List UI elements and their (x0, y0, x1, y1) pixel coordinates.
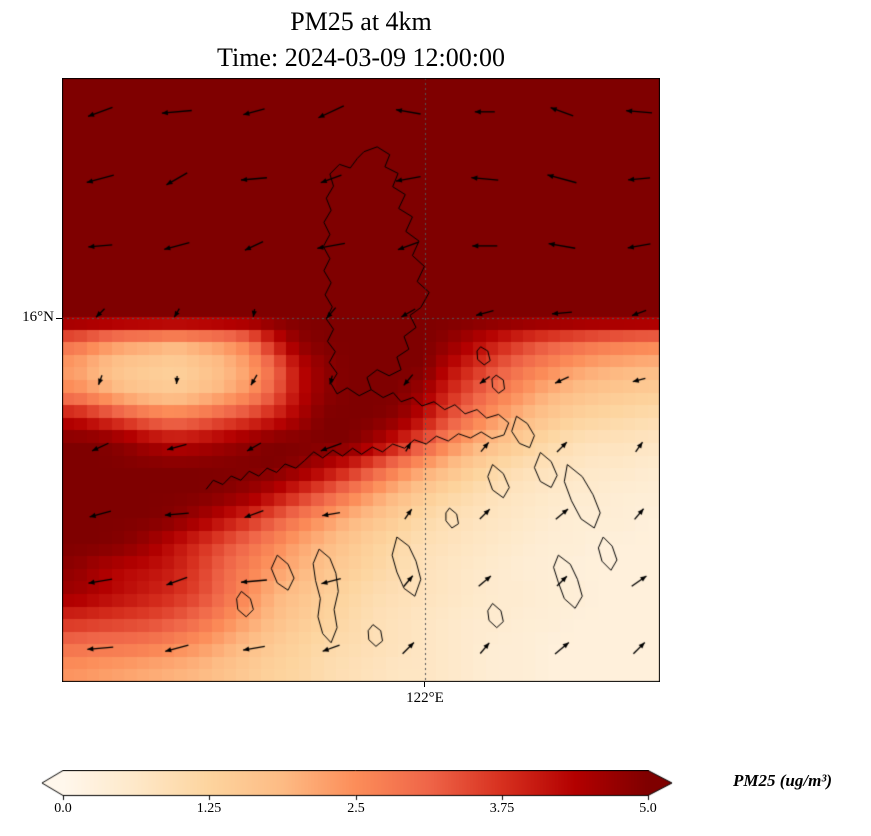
colorbar-tick-label-3: 3.75 (489, 801, 515, 816)
colorbar-label: PM25 (ug/m³) (733, 771, 833, 790)
chart-title-block: PM25 at 4km Time: 2024-03-09 12:00:00 (62, 4, 660, 76)
colorbar-tick-label-4: 5.0 (639, 801, 657, 816)
colorbar-tick-label-0: 0.0 (54, 801, 72, 816)
colorbar (41, 770, 673, 802)
chart-subtitle: Time: 2024-03-09 12:00:00 (217, 43, 505, 72)
colorbar-tick-label-1: 1.25 (196, 801, 222, 816)
colorbar-tick-label-2: 2.5 (347, 801, 365, 816)
pm25-heatmap-plot (62, 78, 660, 682)
y-axis-tick-mark (56, 318, 62, 319)
x-axis-tick-label-122e: 122°E (406, 690, 444, 706)
chart-title: PM25 at 4km (290, 7, 432, 36)
y-axis-tick-label-16n: 16°N (22, 309, 54, 325)
x-axis-tick-mark (424, 682, 425, 687)
